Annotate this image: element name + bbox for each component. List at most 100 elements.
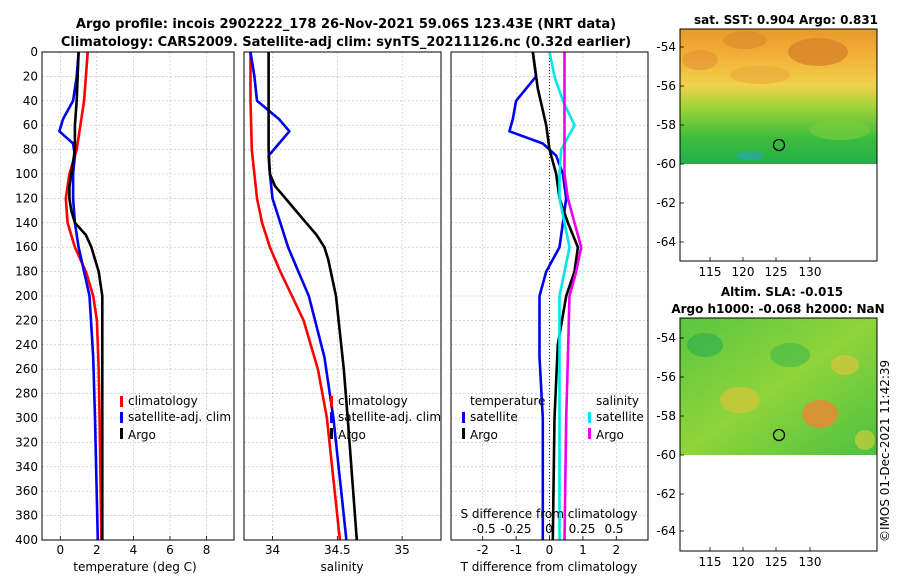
map-y-tick-label: -64 xyxy=(656,524,676,538)
map-y-tick-label: -62 xyxy=(656,487,676,501)
map-y-tick-label: -56 xyxy=(656,79,676,93)
legend-salinity-title: salinity xyxy=(596,394,639,408)
legend-satellite-adj: satellite-adj. clim xyxy=(338,410,441,424)
map-y-tick-label: -54 xyxy=(656,331,676,345)
x-tick-label: 2 xyxy=(612,543,620,557)
series-line-climatology xyxy=(249,52,342,541)
legend-climatology: climatology xyxy=(338,394,408,408)
map-x-tick-label: 125 xyxy=(765,555,788,569)
plot-frame xyxy=(41,51,235,541)
s-diff-tick-label: 0.25 xyxy=(569,522,596,536)
depth-tick-label: 360 xyxy=(15,484,38,498)
x-tick-label: -1 xyxy=(510,543,522,557)
depth-tick-label: 60 xyxy=(23,118,38,132)
s-difference-ticks: -0.5 -0.25 0 0.25 0.5 xyxy=(472,522,623,536)
map-y-tick-label: -58 xyxy=(656,409,676,423)
x-tick-label: 34 xyxy=(265,543,280,557)
temperature-xlabel: temperature (deg C) xyxy=(73,560,196,574)
depth-tick-label: 140 xyxy=(15,216,38,230)
map-x-tick-label: 125 xyxy=(765,265,788,279)
x-tick-label: 35 xyxy=(394,543,409,557)
s-diff-tick-label: -0.25 xyxy=(500,522,531,536)
argo-location-marker xyxy=(772,428,786,442)
series-line-climatology xyxy=(64,51,103,541)
map-x-tick-label: 120 xyxy=(732,265,755,279)
x-tick-label: 2 xyxy=(93,543,101,557)
s-diff-tick-label: 0 xyxy=(545,522,553,536)
sst-map: 115 120 125 130 -54 -56 -58 -60 -62 -64 xyxy=(656,28,878,279)
x-tick-label: 8 xyxy=(203,543,211,557)
depth-tick-label: 120 xyxy=(15,191,38,205)
x-tick-label: 1 xyxy=(579,543,587,557)
x-tick-label: 4 xyxy=(130,543,138,557)
salinity-legend: climatology satellite-adj. clim Argo xyxy=(330,394,441,442)
s-difference-label: S difference from climatology xyxy=(461,507,638,521)
map-y-tick-label: -58 xyxy=(656,118,676,132)
salinity-xlabel: salinity xyxy=(320,560,363,574)
x-tick-label: 34.5 xyxy=(324,543,351,557)
depth-tick-label: 160 xyxy=(15,240,38,254)
map-x-tick-label: 115 xyxy=(699,555,722,569)
sst-map-title: sat. SST: 0.904 Argo: 0.831 xyxy=(694,13,878,27)
depth-tick-label: 400 xyxy=(15,533,38,547)
series-line-temperature-satellite xyxy=(508,51,568,540)
depth-tick-label: 240 xyxy=(15,338,38,352)
depth-tick-label: 0 xyxy=(30,45,38,59)
difference-xlabel: T difference from climatology xyxy=(460,560,638,574)
depth-tick-label: 280 xyxy=(15,387,38,401)
x-tick-label: 0 xyxy=(56,543,64,557)
map-x-tick-label: 130 xyxy=(799,555,822,569)
sla-map-title-2: Argo h1000: -0.068 h2000: NaN xyxy=(671,302,884,316)
map-y-tick-label: -62 xyxy=(656,196,676,210)
legend-sal-argo: Argo xyxy=(596,428,624,442)
depth-tick-label: 80 xyxy=(23,143,38,157)
title-line-2: Climatology: CARS2009. Satellite-adj cli… xyxy=(61,35,631,50)
depth-axis: 0 20 40 60 80 100 120 140 160 180 200 220 240 260 280 3… xyxy=(15,45,38,547)
x-tick-label: -2 xyxy=(477,543,489,557)
series-line-satellite-adj-clim xyxy=(58,51,100,541)
series-line-salinity-argo xyxy=(563,52,583,541)
salinity-panel: 34 34.5 35 xyxy=(243,51,442,557)
map-x-tick-label: 115 xyxy=(699,265,722,279)
depth-tick-label: 20 xyxy=(23,69,38,83)
legend-argo: Argo xyxy=(338,428,366,442)
map-y-tick-label: -60 xyxy=(656,157,676,171)
depth-tick-label: 100 xyxy=(15,167,38,181)
depth-tick-label: 40 xyxy=(23,94,38,108)
difference-panel: -2 -1 0 1 2 xyxy=(450,51,649,557)
s-diff-tick-label: -0.5 xyxy=(472,522,495,536)
map-y-tick-label: -56 xyxy=(656,370,676,384)
series-line-temperature-argo xyxy=(531,51,580,541)
depth-tick-label: 300 xyxy=(15,411,38,425)
depth-tick-label: 180 xyxy=(15,265,38,279)
map-x-tick-label: 120 xyxy=(732,555,755,569)
depth-tick-label: 260 xyxy=(15,362,38,376)
x-tick-label: 0 xyxy=(546,543,554,557)
sla-map: 115 120 125 130 -54 -56 -58 -60 -62 -64 xyxy=(656,317,878,569)
map-y-tick-label: -60 xyxy=(656,448,676,462)
series-line-argo xyxy=(68,51,104,540)
depth-tick-label: 200 xyxy=(15,289,38,303)
temperature-panel: 0 2 4 6 8 xyxy=(41,51,235,557)
legend-sal-satellite: satellite xyxy=(596,410,644,424)
series-line-argo xyxy=(267,52,359,541)
legend-temp-argo: Argo xyxy=(470,428,498,442)
legend-argo: Argo xyxy=(128,428,156,442)
legend-climatology: climatology xyxy=(128,394,198,408)
plot-frame xyxy=(450,51,649,541)
legend-temperature-title: temperature xyxy=(470,394,545,408)
credit-text: ©IMOS 01-Dec-2021 11:42:39 xyxy=(878,360,892,542)
plot-frame xyxy=(243,51,442,541)
temperature-legend: climatology satellite-adj. clim Argo xyxy=(120,394,231,442)
series-line-salinity-satellite xyxy=(548,51,576,540)
depth-tick-label: 320 xyxy=(15,435,38,449)
depth-tick-label: 340 xyxy=(15,460,38,474)
difference-legend: temperature satellite Argo salinity sate… xyxy=(462,394,644,442)
x-tick-label: 6 xyxy=(166,543,174,557)
legend-satellite-adj: satellite-adj. clim xyxy=(128,410,231,424)
depth-tick-label: 220 xyxy=(15,313,38,327)
sla-map-title-1: Altim. SLA: -0.015 xyxy=(721,285,843,299)
depth-tick-label: 380 xyxy=(15,509,38,523)
argo-location-marker xyxy=(772,138,786,152)
